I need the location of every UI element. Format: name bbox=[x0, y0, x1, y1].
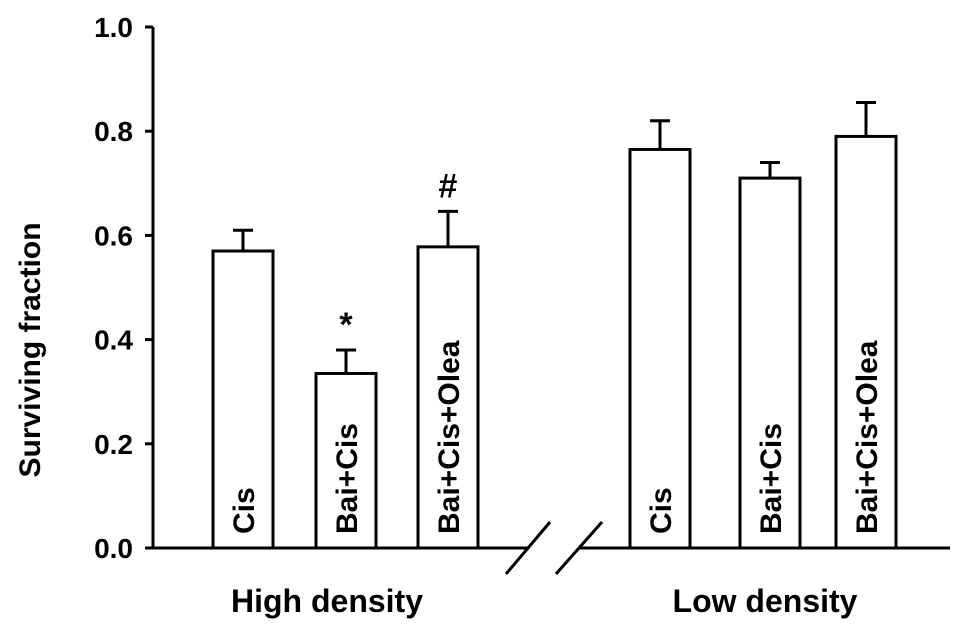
y-axis-title: Surviving fraction bbox=[14, 222, 47, 477]
y-tick-label: 0.0 bbox=[94, 533, 133, 564]
bar bbox=[211, 249, 275, 550]
group-labels: High density Low density bbox=[231, 583, 858, 619]
bar bbox=[416, 245, 480, 550]
y-tick-label: 1.0 bbox=[94, 12, 133, 43]
error-bars bbox=[233, 101, 876, 374]
bar-labels: Cis Bai+Cis Bai+Cis+Olea Cis Bai+Cis Bai+Cis+… bbox=[228, 340, 884, 534]
group-label: High density bbox=[231, 583, 423, 619]
significance-marker: # bbox=[439, 167, 458, 205]
y-tick-label: 0.6 bbox=[94, 220, 133, 251]
y-tick-label: 0.4 bbox=[94, 325, 133, 356]
y-axis: 0.0 0.2 0.4 0.6 0.8 1.0 bbox=[94, 12, 155, 564]
bar-label: Cis bbox=[228, 487, 261, 534]
bar bbox=[738, 176, 802, 550]
bar bbox=[314, 371, 378, 550]
group-label: Low density bbox=[673, 583, 858, 619]
significance-marker: * bbox=[339, 306, 353, 344]
bar-label: Bai+Cis bbox=[331, 423, 364, 534]
bar-label: Bai+Cis+Olea bbox=[433, 340, 466, 534]
bar-label: Bai+Cis bbox=[755, 423, 788, 534]
axis-break-mark bbox=[554, 521, 604, 575]
annotations: *# bbox=[339, 167, 457, 344]
bar bbox=[628, 147, 692, 550]
bars bbox=[211, 134, 898, 550]
bar-label: Cis bbox=[645, 487, 678, 534]
y-tick-label: 0.8 bbox=[94, 116, 133, 147]
y-tick-label: 0.2 bbox=[94, 429, 133, 460]
axis-break-mark bbox=[504, 521, 552, 575]
bar-label: Bai+Cis+Olea bbox=[851, 340, 884, 534]
